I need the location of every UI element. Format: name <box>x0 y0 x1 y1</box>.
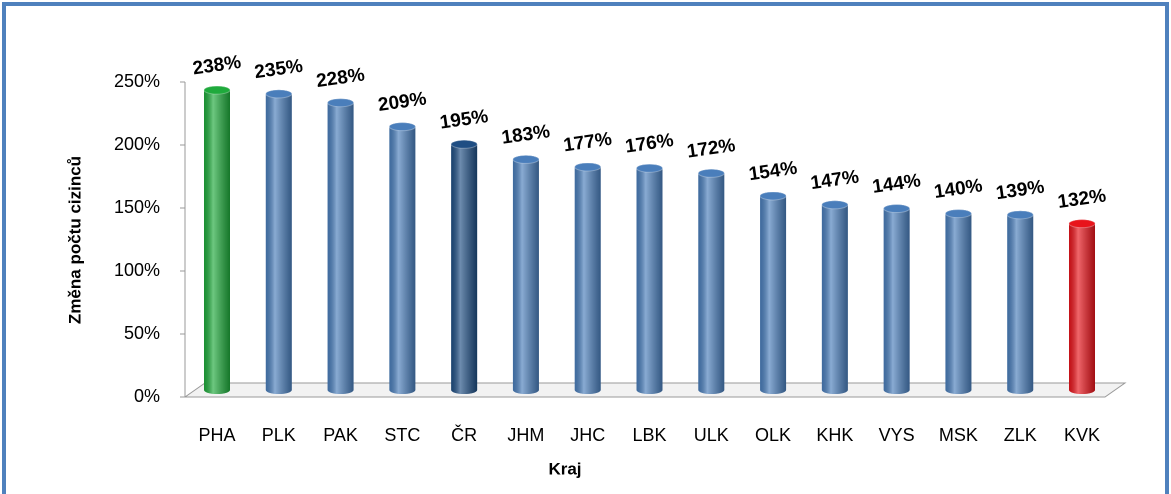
value-label: 238% <box>191 52 242 80</box>
x-tick-label: PLK <box>262 425 296 445</box>
bar-top <box>944 209 972 219</box>
value-label: 177% <box>562 129 613 157</box>
x-tick-label: KVK <box>1064 425 1100 445</box>
bar-shade <box>327 98 354 394</box>
x-tick-label: ZLK <box>1004 425 1037 445</box>
y-tick-label: 0% <box>134 386 160 406</box>
bar-shade <box>636 164 663 394</box>
value-label: 140% <box>933 175 984 203</box>
value-label: 183% <box>500 121 551 149</box>
y-tick-label: 250% <box>114 71 160 91</box>
value-label: 235% <box>253 56 304 84</box>
x-tick-label: LBK <box>632 425 666 445</box>
bar-shade <box>883 204 910 394</box>
bar-shade <box>698 169 725 394</box>
bar-top <box>883 204 911 214</box>
bar-top <box>203 85 231 95</box>
bar-shade <box>512 155 539 394</box>
bar-top <box>1068 219 1096 229</box>
x-tick-label: STC <box>384 425 420 445</box>
bar-shade <box>389 122 416 394</box>
value-label: 176% <box>624 130 675 158</box>
bar-shade <box>1007 210 1034 394</box>
x-tick-label: JHM <box>507 425 544 445</box>
value-label: 144% <box>871 170 922 198</box>
bar-shade <box>574 162 601 394</box>
y-axis-title: Změna počtu cizinců <box>65 156 84 324</box>
bar-shade <box>204 86 230 395</box>
bar-shade <box>265 89 292 395</box>
bar-top <box>636 163 663 173</box>
value-label: 172% <box>686 135 737 163</box>
bar-shade <box>1069 219 1095 394</box>
bar-shade <box>451 140 478 394</box>
x-tick-label: MSK <box>939 425 978 445</box>
x-tick-label: ULK <box>694 425 729 445</box>
x-tick-label: PHA <box>198 425 235 445</box>
value-label: 147% <box>809 167 860 195</box>
x-tick-label: JHC <box>570 425 605 445</box>
x-tick-label: VYS <box>879 425 915 445</box>
bar-top <box>1006 210 1034 220</box>
value-label: 195% <box>439 106 490 134</box>
y-tick-label: 100% <box>114 260 160 280</box>
bar-shade <box>760 191 787 394</box>
bar-top <box>327 98 355 108</box>
bar-top <box>759 191 787 201</box>
value-label: 228% <box>315 64 366 92</box>
x-axis-title: Kraj <box>548 459 581 478</box>
bar-top <box>697 168 725 178</box>
bar-top <box>512 154 540 164</box>
bar-top <box>265 89 293 99</box>
x-tick-label: KHK <box>816 425 853 445</box>
x-tick-label: OLK <box>755 425 791 445</box>
x-tick-label: PAK <box>323 425 358 445</box>
bar-shade <box>821 200 848 394</box>
bar-top <box>574 162 602 172</box>
value-label: 154% <box>747 158 798 186</box>
bar-top <box>388 122 416 132</box>
y-tick-label: 50% <box>124 323 160 343</box>
value-label: 132% <box>1056 185 1107 213</box>
value-label: 209% <box>377 88 428 116</box>
bar-top <box>450 139 478 149</box>
value-label: 139% <box>995 177 1046 205</box>
bar-top <box>821 200 849 210</box>
y-tick-label: 200% <box>114 134 160 154</box>
y-tick-label: 150% <box>114 197 160 217</box>
x-tick-label: ČR <box>451 424 477 445</box>
bar-shade <box>945 209 972 394</box>
